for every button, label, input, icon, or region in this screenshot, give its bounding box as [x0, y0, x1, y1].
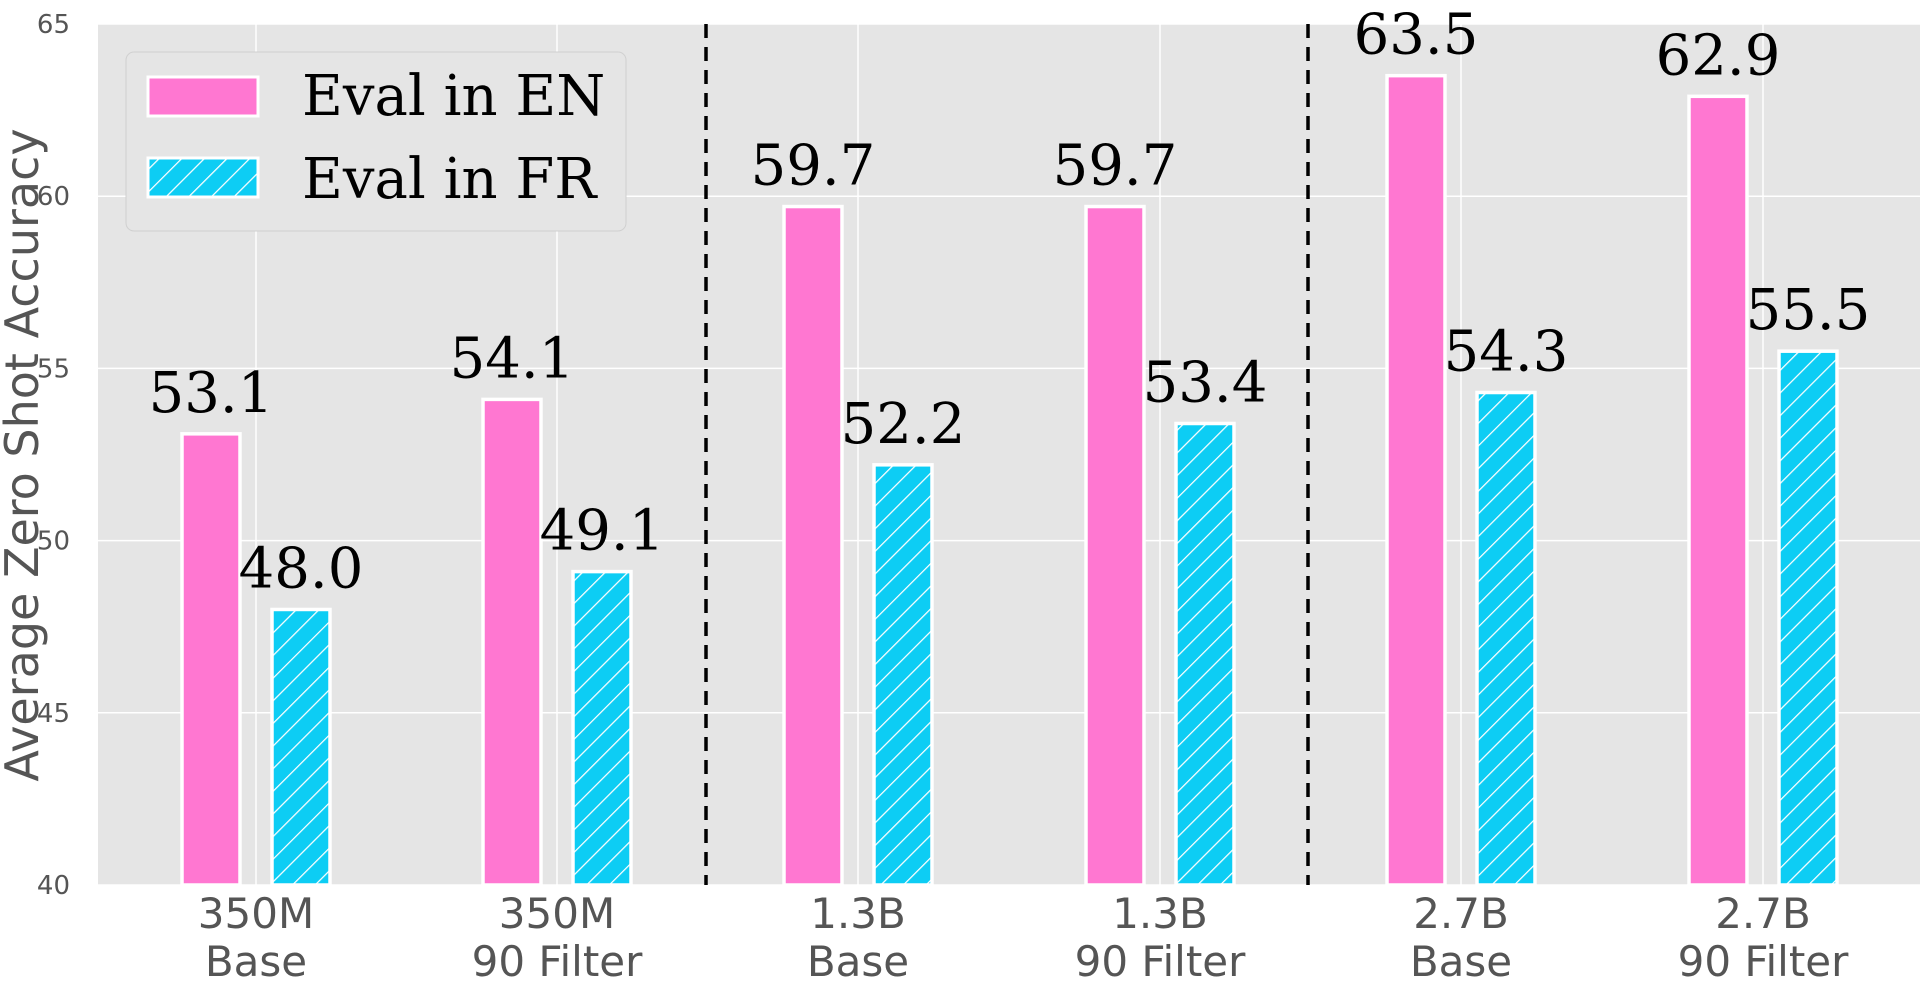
data-label-fr-5: 55.5	[1746, 278, 1871, 343]
x-tick-label-line1: 350M	[198, 889, 314, 938]
data-label-en-4: 63.5	[1354, 3, 1479, 68]
bar-en-5	[1687, 94, 1749, 887]
x-tick-label-line2: Base	[205, 937, 307, 986]
bar-fr-3	[1174, 421, 1236, 887]
y-axis-ticks: 40 45 50 55 60 65	[37, 10, 70, 901]
y-axis-label: Average Zero Shot Accuracy	[0, 128, 49, 781]
bar-en-2	[782, 204, 844, 887]
y-tick-label: 50	[37, 527, 70, 557]
x-tick-label-line2: 90 Filter	[1075, 937, 1247, 986]
legend-swatch-en	[146, 75, 260, 118]
bar-fr-0	[270, 607, 332, 887]
bar-en-0	[180, 432, 242, 887]
data-label-fr-2: 52.2	[841, 392, 966, 457]
data-label-en-1: 54.1	[450, 326, 575, 391]
x-tick-label-line2: Base	[807, 937, 909, 986]
x-tick-label-line2: 90 Filter	[472, 937, 644, 986]
x-tick-label-line1: 2.7B	[1413, 889, 1509, 938]
data-label-fr-3: 53.4	[1143, 351, 1268, 416]
data-label-en-5: 62.9	[1656, 23, 1781, 88]
bar-en-3	[1084, 204, 1146, 887]
legend-label-en: Eval in EN	[302, 64, 605, 129]
legend-label-fr: Eval in FR	[302, 147, 598, 212]
bar-en-4	[1385, 73, 1447, 887]
y-tick-label: 40	[37, 871, 70, 901]
x-tick-label-line2: Base	[1410, 937, 1512, 986]
bar-fr-2	[872, 463, 934, 887]
y-tick-label: 65	[37, 10, 70, 40]
bar-fr-4	[1475, 390, 1537, 887]
x-tick-label-line1: 2.7B	[1715, 889, 1811, 938]
legend: Eval in EN Eval in FR	[125, 51, 627, 232]
x-tick-label-line1: 1.3B	[810, 889, 906, 938]
bar-en-1	[481, 397, 543, 887]
group-separators	[704, 24, 1310, 885]
x-tick-label-line1: 1.3B	[1112, 889, 1208, 938]
bar-fr-5	[1777, 349, 1839, 887]
bar-fr-1	[571, 569, 633, 887]
x-tick-label-line1: 350M	[499, 889, 615, 938]
y-tick-label: 60	[37, 182, 70, 212]
data-label-en-3: 59.7	[1053, 134, 1178, 199]
y-tick-label: 55	[37, 354, 70, 384]
bars	[180, 73, 1839, 887]
legend-swatch-fr	[146, 156, 260, 199]
data-label-fr-4: 54.3	[1444, 320, 1569, 385]
data-label-fr-0: 48.0	[239, 536, 364, 601]
y-tick-label: 45	[37, 699, 70, 729]
x-tick-label-line2: 90 Filter	[1678, 937, 1850, 986]
data-label-en-2: 59.7	[751, 134, 876, 199]
data-label-en-0: 53.1	[149, 361, 274, 426]
data-labels: 53.1 54.1 59.7 59.7 63.5 62.9 48.0 49.1 52.2 53.4…	[149, 3, 1871, 602]
data-label-fr-1: 49.1	[540, 499, 665, 564]
